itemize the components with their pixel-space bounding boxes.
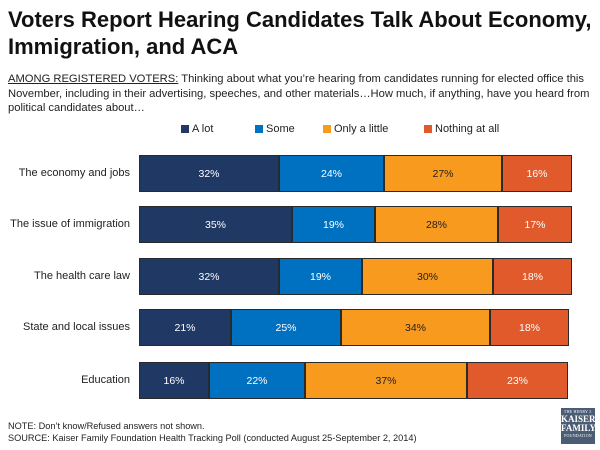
logo-line-2: KAISER: [561, 414, 595, 424]
question-lead: AMONG REGISTERED VOTERS:: [8, 73, 179, 85]
category-label: Education: [81, 373, 130, 386]
bar-segment-only-a-little: 34%: [341, 309, 490, 346]
source-text: SOURCE: Kaiser Family Foundation Health …: [8, 433, 417, 443]
bar-segment-nothing-at-all: 23%: [467, 362, 568, 399]
footnote: NOTE: Don’t know/Refused answers not sho…: [8, 420, 417, 444]
bar-segment-only-a-little: 30%: [362, 258, 493, 295]
bar-segment-some: 19%: [279, 258, 362, 295]
bar-segment-a-lot: 16%: [139, 362, 209, 399]
bar-segment-a-lot: 35%: [139, 206, 292, 243]
bar-segment-only-a-little: 28%: [375, 206, 498, 243]
chart-title: Voters Report Hearing Candidates Talk Ab…: [8, 7, 592, 59]
category-label: The economy and jobs: [18, 166, 130, 179]
bar-segment-a-lot: 32%: [139, 258, 279, 295]
category-label: The issue of immigration: [10, 217, 130, 230]
bar-segment-nothing-at-all: 18%: [490, 309, 569, 346]
category-label: State and local issues: [22, 320, 130, 333]
bar-segment-nothing-at-all: 18%: [493, 258, 572, 295]
bar-segment-a-lot: 32%: [139, 155, 279, 192]
bar-segment-a-lot: 21%: [139, 309, 231, 346]
survey-question: AMONG REGISTERED VOTERS: Thinking about …: [8, 72, 593, 116]
bar-segment-some: 25%: [231, 309, 341, 346]
kff-logo: THE HENRY J. KAISER FAMILY FOUNDATION: [561, 408, 595, 444]
bar-segment-only-a-little: 27%: [384, 155, 502, 192]
legend-item-some: Some: [255, 123, 295, 135]
logo-line-4: FOUNDATION: [564, 433, 592, 438]
question-text: Thinking about what you’re hearing from …: [8, 73, 590, 114]
legend-item-a-lot: A lot: [181, 123, 213, 135]
legend-item-only-a-little: Only a little: [323, 123, 388, 135]
chart-legend: A lot Some Only a little Nothing at all: [0, 123, 600, 137]
logo-line-1: THE HENRY J.: [563, 409, 593, 414]
legend-label: Only a little: [334, 123, 389, 135]
legend-label: Some: [266, 123, 295, 135]
legend-swatch: [424, 125, 432, 133]
legend-item-nothing-at-all: Nothing at all: [424, 123, 499, 135]
legend-swatch: [181, 125, 189, 133]
bar-segment-some: 22%: [209, 362, 305, 399]
legend-swatch: [323, 125, 331, 133]
bar-segment-nothing-at-all: 17%: [498, 206, 572, 243]
note-text: NOTE: Don’t know/Refused answers not sho…: [8, 421, 205, 431]
bar-segment-nothing-at-all: 16%: [502, 155, 572, 192]
bar-segment-some: 24%: [279, 155, 384, 192]
legend-label: Nothing at all: [435, 123, 500, 135]
bar-segment-some: 19%: [292, 206, 375, 243]
logo-line-3: FAMILY: [561, 423, 595, 433]
bar-segment-only-a-little: 37%: [305, 362, 467, 399]
legend-swatch: [255, 125, 263, 133]
category-label: The health care law: [34, 269, 130, 282]
legend-label: A lot: [192, 123, 214, 135]
